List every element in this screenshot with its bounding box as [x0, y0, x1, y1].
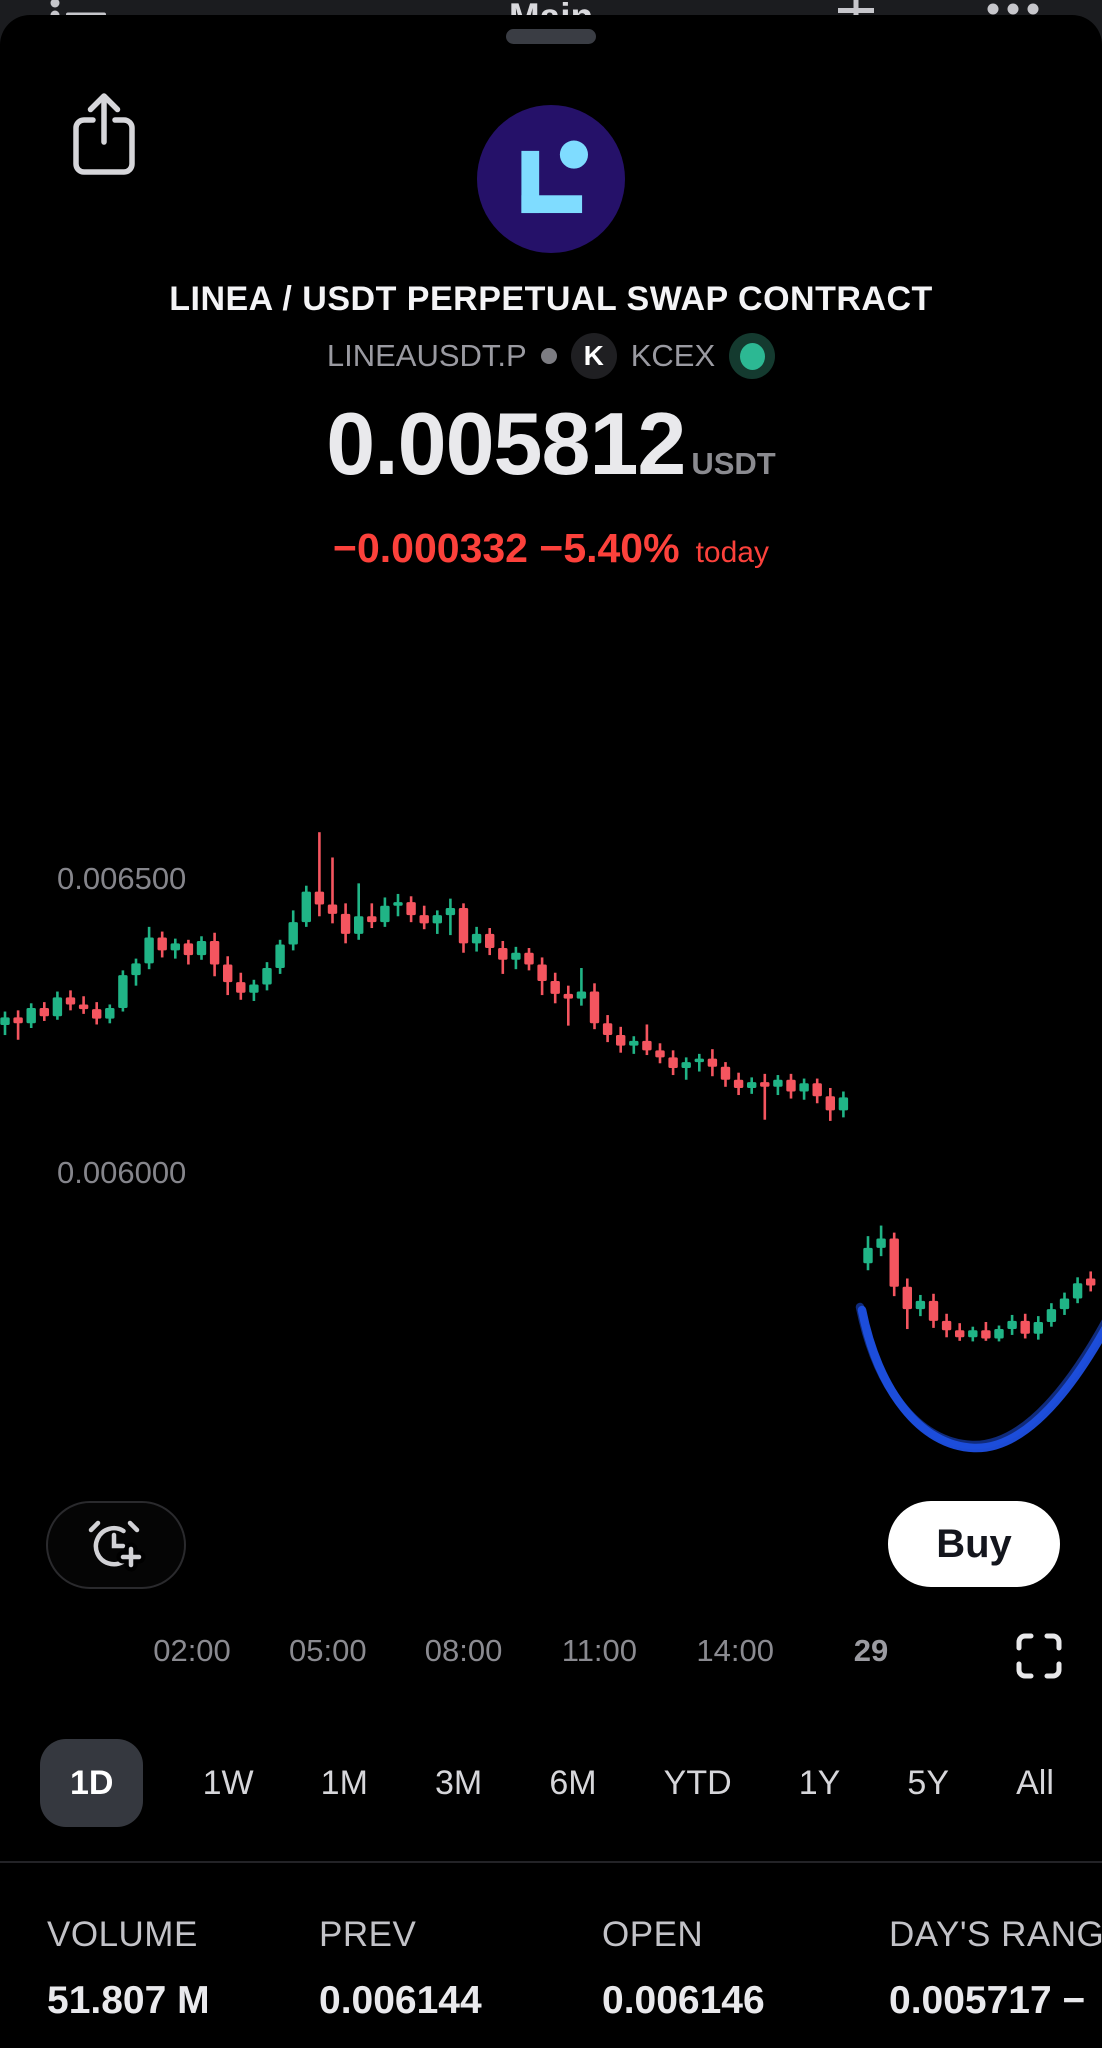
time-axis-label: 14:00	[696, 1633, 774, 1668]
price-change: −0.000332 −5.40%	[333, 525, 680, 571]
range-tab-ytd[interactable]: YTD	[656, 1739, 740, 1827]
more-dots-icon[interactable]	[986, 2, 1046, 16]
market-open-status-icon	[729, 333, 776, 379]
range-tab-1m[interactable]: 1M	[313, 1739, 376, 1827]
range-tab-all[interactable]: All	[1008, 1739, 1062, 1827]
linea-logo	[477, 105, 625, 253]
time-axis-label: 02:00	[153, 1633, 231, 1668]
fullscreen-button[interactable]	[1008, 1625, 1070, 1687]
stat-day-s-range: DAY'S RANGE 0.005717 −	[889, 1915, 1102, 2023]
range-tab-5y[interactable]: 5Y	[899, 1739, 957, 1827]
time-axis-label: 29	[853, 1633, 889, 1668]
range-tab-1y[interactable]: 1Y	[791, 1739, 849, 1827]
time-axis-label: 05:00	[289, 1633, 367, 1668]
exchange-name: KCEX	[630, 338, 716, 373]
stat-label: OPEN	[602, 1915, 704, 1954]
price-alert-button[interactable]	[46, 1501, 186, 1589]
alarm-add-icon	[88, 1520, 146, 1572]
y-axis-label-high: 0.006500	[57, 861, 187, 896]
current-price: 0.005812	[326, 394, 686, 493]
subtitle-row: LINEAUSDT.P K KCEX	[0, 333, 1102, 379]
stat-value: 0.006146	[602, 1979, 765, 2022]
stat-value: 0.005717 −	[889, 1979, 1086, 2022]
time-axis-label: 11:00	[561, 1633, 638, 1668]
buy-button[interactable]: Buy	[888, 1501, 1060, 1587]
plus-icon[interactable]	[836, 0, 876, 20]
stat-value: 51.807 M	[47, 1979, 210, 2022]
change-period: today	[695, 536, 769, 569]
section-divider	[0, 1861, 1102, 1863]
stat-prev: PREV 0.006144	[319, 1915, 482, 2023]
bottom-sheet: LINEA / USDT PERPETUAL SWAP CONTRACT LIN…	[0, 15, 1102, 2048]
stat-value: 0.006144	[319, 1979, 482, 2022]
y-axis-label-low: 0.006000	[57, 1155, 187, 1190]
range-tabs: 1D 1W 1M 3M 6M YTD 1Y 5Y All	[40, 1737, 1062, 1829]
price-currency: USDT	[691, 446, 776, 481]
sheet-grab-handle[interactable]	[506, 29, 596, 44]
separator-dot-icon	[540, 348, 557, 364]
ticker-symbol: LINEAUSDT.P	[326, 338, 527, 373]
range-tab-1d[interactable]: 1D	[40, 1739, 144, 1827]
time-axis-label: 08:00	[424, 1633, 503, 1668]
freehand-annotation-curve	[857, 1305, 1102, 1453]
range-tab-6m[interactable]: 6M	[541, 1739, 604, 1827]
stat-label: DAY'S RANGE	[889, 1915, 1102, 1954]
stat-label: PREV	[319, 1915, 417, 1954]
range-tab-1w[interactable]: 1W	[195, 1739, 262, 1827]
candlestick-chart[interactable]	[0, 775, 1102, 1475]
share-icon	[73, 93, 135, 175]
range-tab-3m[interactable]: 3M	[427, 1739, 490, 1827]
time-axis: 02:00 05:00 08:00 11:00 14:00 29	[0, 1633, 1102, 1683]
price-chart[interactable]: 0.006500 0.006000	[0, 775, 1102, 1475]
fullscreen-icon	[1016, 1633, 1062, 1679]
price-row: 0.005812 USDT	[0, 393, 1102, 495]
stat-label: VOLUME	[47, 1915, 198, 1954]
change-row: −0.000332 −5.40% today	[0, 525, 1102, 572]
contract-title: LINEA / USDT PERPETUAL SWAP CONTRACT	[169, 280, 933, 318]
share-button[interactable]	[64, 85, 144, 185]
freehand-annotation-curve	[855, 1302, 1102, 1450]
stat-open: OPEN 0.006146	[602, 1915, 765, 2023]
stat-volume: VOLUME 51.807 M	[47, 1915, 210, 2023]
kcex-logo-icon: K	[570, 333, 617, 379]
